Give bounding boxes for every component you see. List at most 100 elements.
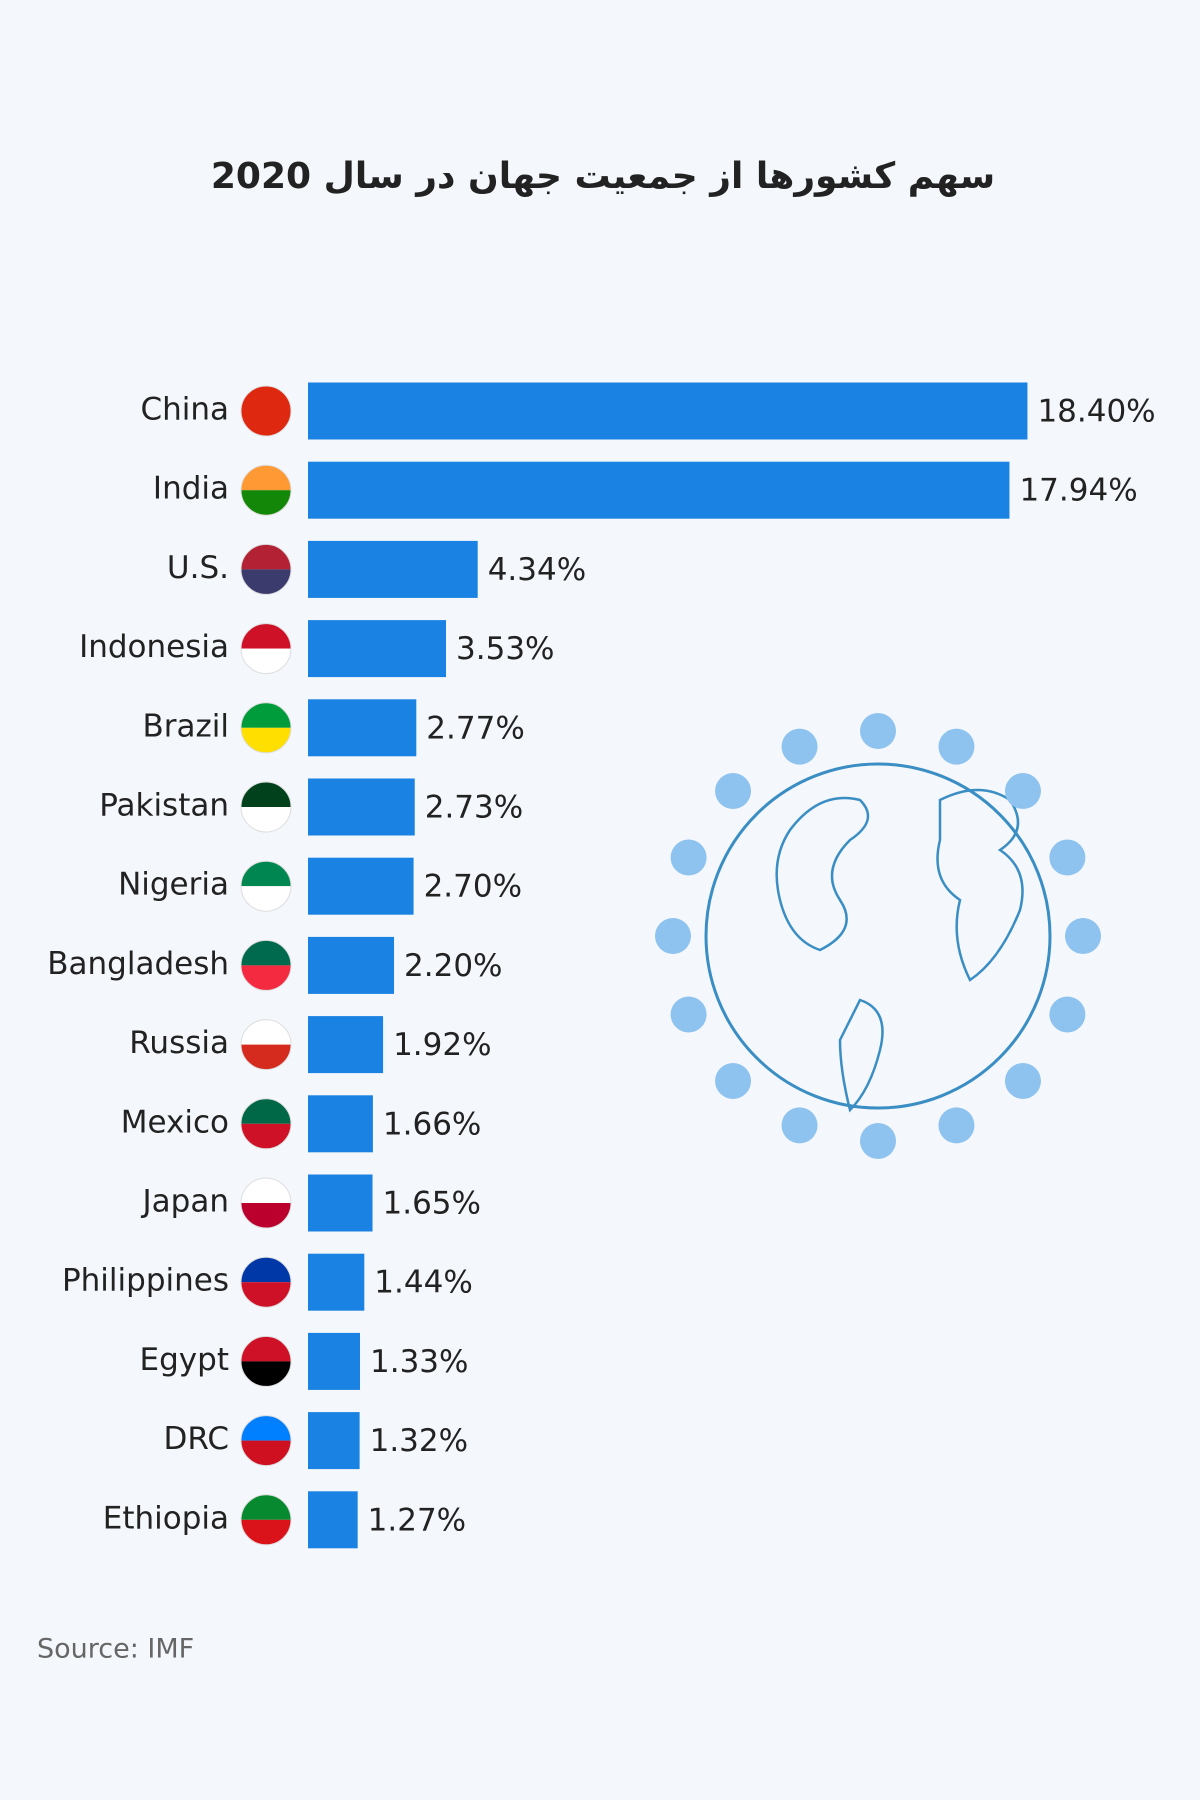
category-label: Mexico <box>121 1104 229 1140</box>
value-label: 4.34% <box>488 552 586 588</box>
value-label: 2.77% <box>426 710 524 746</box>
value-label: 1.33% <box>370 1344 468 1380</box>
flag-border <box>240 1098 292 1150</box>
flag-border <box>240 543 292 595</box>
globe-dot <box>1004 773 1041 810</box>
value-label: 1.66% <box>383 1106 481 1142</box>
flag-top <box>241 782 291 807</box>
source: Source: IMF <box>37 1634 194 1665</box>
globe-dot <box>670 996 707 1033</box>
category-label: India <box>153 471 229 507</box>
category-label: Bangladesh <box>47 946 229 982</box>
bar <box>308 1016 384 1074</box>
value-label: 1.65% <box>383 1186 481 1222</box>
category-label: Indonesia <box>79 629 229 665</box>
flag-bottom <box>241 727 291 753</box>
globe-decoration <box>655 713 1101 1159</box>
flag-bottom <box>241 965 291 991</box>
flag-bottom <box>241 1440 291 1466</box>
category-label: Brazil <box>142 708 229 744</box>
flag-border <box>240 1335 292 1387</box>
bar <box>308 461 1010 519</box>
chart-title: سهم کشورها از جمعیت جهان در سال 2020 <box>211 156 995 197</box>
globe-dot <box>715 1062 752 1099</box>
flag-top <box>241 702 291 728</box>
globe-dot <box>1049 839 1086 876</box>
bar <box>308 778 415 836</box>
bar <box>308 620 447 678</box>
value-label: 1.32% <box>370 1423 468 1459</box>
flag-bottom <box>241 1044 291 1070</box>
bar <box>308 382 1028 440</box>
category-label: Philippines <box>62 1263 229 1299</box>
category-label: U.S. <box>167 550 229 586</box>
flag-bottom <box>241 1361 291 1387</box>
globe-dot <box>1049 996 1086 1033</box>
value-label: 1.44% <box>374 1265 472 1301</box>
flag-bottom <box>241 1519 291 1545</box>
value-label: 2.73% <box>425 790 523 826</box>
category-label: Egypt <box>140 1342 229 1378</box>
bar <box>308 1174 373 1232</box>
flag-border <box>240 1415 292 1467</box>
flag-top <box>241 1257 291 1283</box>
bar <box>308 1095 373 1153</box>
continents <box>775 788 1024 1113</box>
bar <box>308 1332 361 1390</box>
flag-top <box>241 1494 291 1520</box>
flag-top <box>241 861 291 887</box>
flag-top <box>241 940 291 966</box>
globe-dot <box>860 1123 896 1159</box>
globe-dot <box>1004 1062 1041 1099</box>
flag-border <box>240 1177 292 1229</box>
flag-border <box>240 939 292 991</box>
flag-top <box>241 544 291 570</box>
globe-dot <box>670 839 707 876</box>
flag-border <box>240 781 292 833</box>
flag-border <box>240 1256 292 1308</box>
category-label: China <box>140 392 229 428</box>
globe-dot <box>781 728 818 765</box>
bar <box>308 540 478 598</box>
flag-bottom <box>241 1123 291 1149</box>
category-label: Pakistan <box>99 788 229 824</box>
flag-bottom <box>241 886 291 912</box>
bar <box>308 936 395 994</box>
value-label: 17.94% <box>1019 473 1137 509</box>
flag-top <box>241 386 291 411</box>
flag-top <box>241 1019 291 1045</box>
flag-top <box>241 1098 291 1124</box>
category-label: Ethiopia <box>103 1500 229 1536</box>
value-label: 18.40% <box>1037 394 1155 430</box>
globe-dot <box>1065 918 1101 954</box>
flag-border <box>240 623 292 675</box>
bar <box>308 1253 365 1311</box>
flag-bottom <box>241 1282 291 1308</box>
flag-bottom <box>241 1203 291 1228</box>
flag-bottom <box>241 490 291 516</box>
flag-bottom <box>241 411 291 436</box>
globe-dot <box>938 728 975 765</box>
flag-border <box>240 702 292 754</box>
flag-border <box>240 464 292 516</box>
globe-dot <box>781 1107 818 1144</box>
flag-border <box>240 1019 292 1071</box>
bar <box>308 1491 358 1549</box>
globe-dot <box>938 1107 975 1144</box>
flag-border <box>240 860 292 912</box>
flag-top <box>241 465 291 491</box>
flag-top <box>241 1336 291 1362</box>
value-label: 1.92% <box>393 1027 491 1063</box>
globe-dot <box>860 713 896 749</box>
category-label: Japan <box>141 1184 229 1220</box>
globe-dot <box>655 918 691 954</box>
flag-bottom <box>241 648 291 674</box>
value-label: 2.20% <box>404 948 502 984</box>
flag-top <box>241 1415 291 1441</box>
globe-dot <box>715 773 752 810</box>
category-label: Russia <box>129 1025 229 1061</box>
flag-top <box>241 1178 291 1203</box>
flag-bottom <box>241 569 291 595</box>
flag-top <box>241 623 291 649</box>
